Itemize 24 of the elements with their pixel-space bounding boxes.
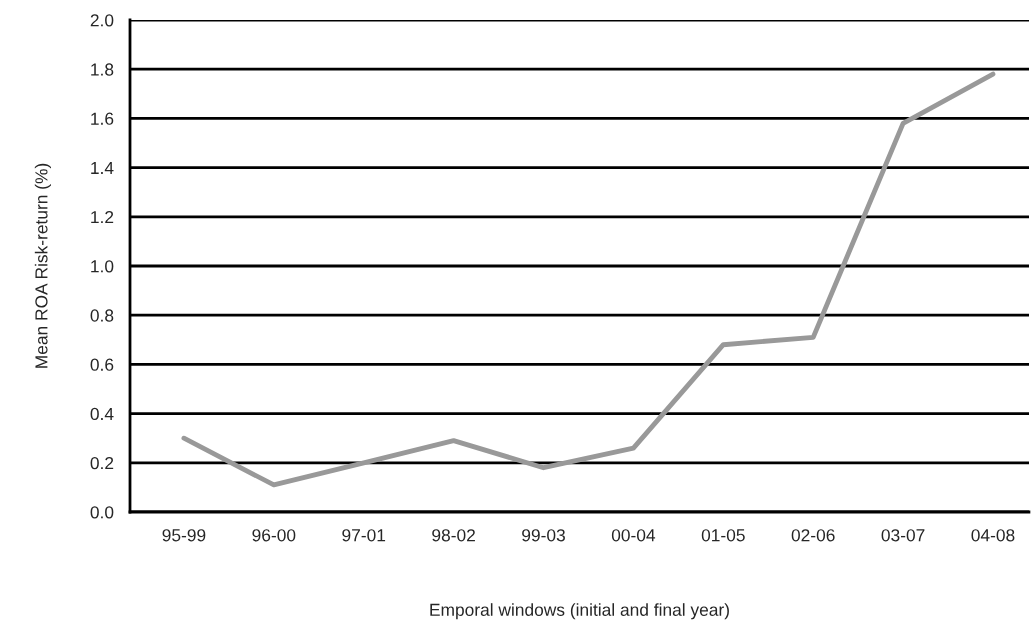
y-tick-label: 1.2 bbox=[91, 210, 114, 224]
y-tick-label: 1.6 bbox=[91, 112, 114, 125]
x-tick-label: 00-04 bbox=[611, 529, 656, 542]
x-tick-label: 95-99 bbox=[162, 529, 206, 542]
y-tick-label: 1.4 bbox=[91, 161, 114, 174]
x-tick-label: 01-05 bbox=[701, 529, 745, 542]
y-tick-label: 1.0 bbox=[91, 260, 114, 273]
y-tick-label: 0.2 bbox=[90, 456, 114, 470]
y-tick-label: 1.8 bbox=[91, 63, 114, 76]
x-tick-label: 99-03 bbox=[522, 529, 565, 542]
x-tick-label: 98-02 bbox=[432, 529, 475, 542]
line-series bbox=[181, 71, 996, 488]
x-tick-label: 97-01 bbox=[342, 529, 386, 542]
y-tick-label: 0.4 bbox=[90, 407, 114, 421]
x-tick-label: 03-07 bbox=[881, 529, 925, 542]
y-axis-title: Mean ROA Risk-return (%) bbox=[34, 163, 51, 368]
x-tick-label: 96-00 bbox=[252, 529, 296, 542]
x-tick-label: 02-06 bbox=[791, 529, 835, 542]
x-axis-title: Emporal windows (initial and final year) bbox=[430, 603, 729, 620]
x-tick-label: 04-08 bbox=[971, 529, 1015, 542]
y-tick-label: 0.6 bbox=[90, 358, 114, 371]
y-tick-label: 0.8 bbox=[90, 309, 114, 322]
y-tick-label: 0.0 bbox=[90, 506, 114, 519]
y-tick-label: 2.0 bbox=[90, 14, 114, 27]
